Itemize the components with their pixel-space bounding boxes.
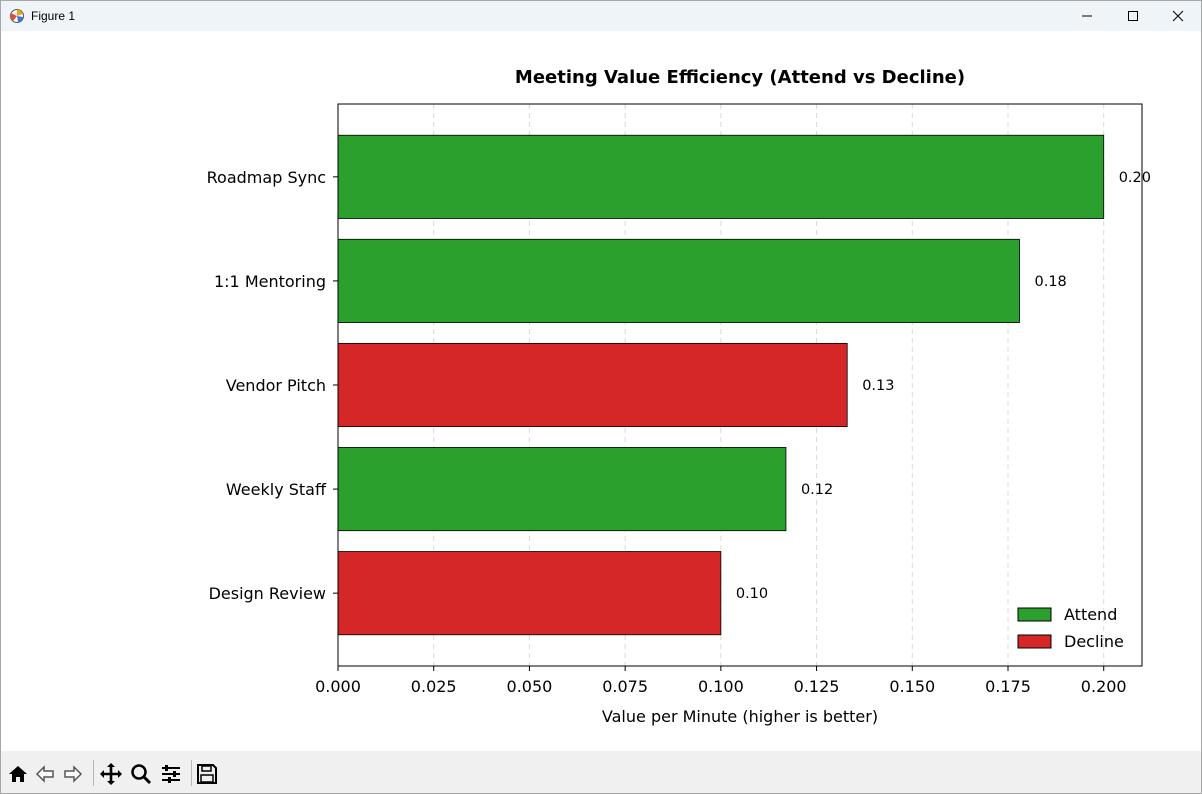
save-icon <box>197 764 217 784</box>
forward-icon <box>64 765 83 783</box>
app-icon <box>10 9 24 23</box>
pan-button[interactable] <box>98 761 124 787</box>
legend: Attend Decline <box>1017 605 1124 651</box>
forward-button[interactable] <box>60 761 86 787</box>
value-label: 0.10 <box>736 586 768 602</box>
bars <box>337 134 1105 636</box>
x-tick-label: 0.175 <box>985 677 1031 696</box>
bar-1-1-mentoring <box>337 238 1020 323</box>
configure-subplots-button[interactable] <box>158 761 184 787</box>
bar-roadmap-sync <box>337 134 1105 219</box>
x-tick-label: 0.075 <box>602 677 648 696</box>
configure-subplots-icon <box>162 765 180 783</box>
value-label: 0.13 <box>862 378 894 394</box>
navigation-toolbar <box>1 751 1201 793</box>
y-tick-label: Roadmap Sync <box>207 168 326 187</box>
home-icon <box>9 766 27 782</box>
x-tick-label: 0.200 <box>1081 677 1127 696</box>
close-icon <box>1172 10 1184 22</box>
bar-vendor-pitch <box>337 342 848 428</box>
x-tick-label: 0.050 <box>507 677 553 696</box>
x-tick-label: 0.125 <box>794 677 840 696</box>
x-axis-label: Value per Minute (higher is better) <box>602 707 878 726</box>
y-tick-label: Design Review <box>209 584 326 603</box>
chart-area: 0.000 0.025 0.050 0.075 0.100 0.125 0.150 0.175… <box>1 31 1201 751</box>
pan-icon <box>100 763 122 785</box>
legend-swatch-attend <box>1017 607 1052 622</box>
x-tick-label: 0.150 <box>889 677 935 696</box>
bar-weekly-staff <box>337 447 787 532</box>
toolbar-separator <box>191 760 192 786</box>
maximize-button[interactable] <box>1110 1 1156 31</box>
home-button[interactable] <box>5 761 31 787</box>
x-tick-label: 0.000 <box>315 677 361 696</box>
bar-chart: 0.000 0.025 0.050 0.075 0.100 0.125 0.150 0.175… <box>207 67 1151 726</box>
x-tick-label: 0.025 <box>411 677 457 696</box>
legend-swatch-decline <box>1017 634 1052 649</box>
y-tick-label: 1:1 Mentoring <box>214 272 326 291</box>
window-title: Figure 1 <box>31 9 76 23</box>
save-button[interactable] <box>194 761 220 787</box>
zoom-button[interactable] <box>128 761 154 787</box>
zoom-icon <box>131 764 152 785</box>
close-button[interactable] <box>1155 1 1201 31</box>
minimize-icon <box>1082 15 1092 17</box>
legend-label-decline: Decline <box>1064 632 1124 651</box>
axis-ticks: 0.000 0.025 0.050 0.075 0.100 0.125 0.150 0.175… <box>207 168 1127 696</box>
y-tick-label: Weekly Staff <box>226 480 327 499</box>
back-icon <box>35 765 54 783</box>
legend-label-attend: Attend <box>1064 605 1117 624</box>
maximize-icon <box>1128 11 1138 21</box>
minimize-button[interactable] <box>1064 1 1110 31</box>
title-bar: Figure 1 <box>1 1 1201 31</box>
value-label: 0.18 <box>1034 274 1066 290</box>
y-tick-label: Vendor Pitch <box>226 376 326 395</box>
value-label: 0.20 <box>1119 170 1151 186</box>
value-labels: 0.20 0.18 0.13 0.12 0.10 <box>736 170 1151 602</box>
toolbar-separator <box>93 760 94 786</box>
bar-design-review <box>337 551 722 636</box>
x-tick-label: 0.100 <box>698 677 744 696</box>
back-button[interactable] <box>32 761 58 787</box>
value-label: 0.12 <box>801 482 833 498</box>
chart-title: Meeting Value Efficiency (Attend vs Decl… <box>515 67 965 88</box>
